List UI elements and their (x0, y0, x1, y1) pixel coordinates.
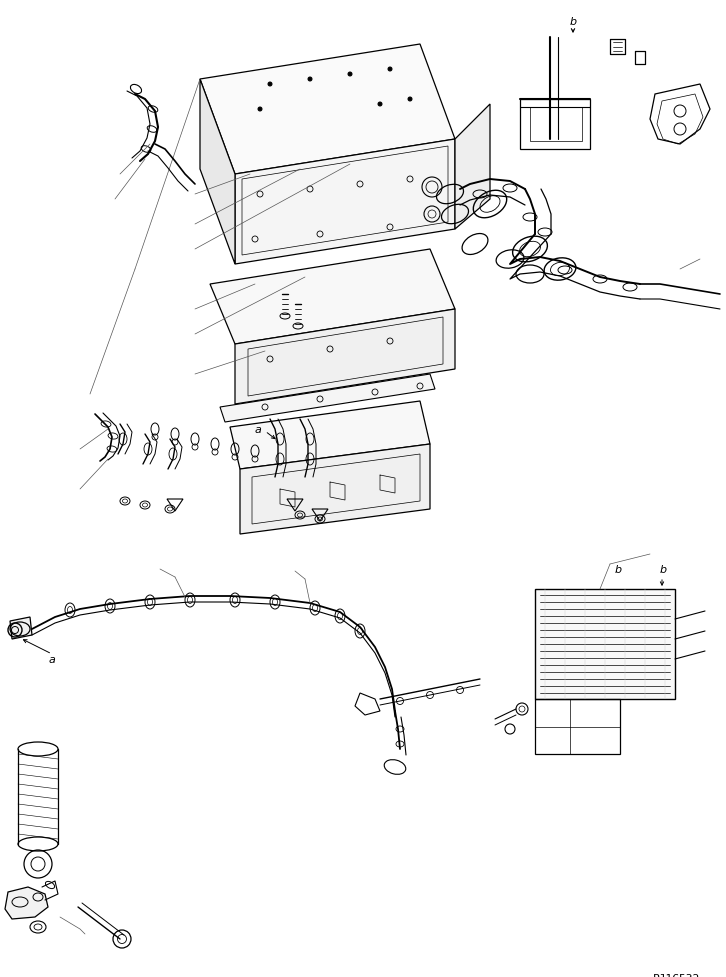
Text: b: b (660, 565, 667, 574)
Polygon shape (220, 374, 435, 423)
Circle shape (378, 103, 382, 106)
Ellipse shape (68, 607, 73, 614)
Ellipse shape (232, 597, 237, 604)
Polygon shape (5, 887, 48, 919)
Polygon shape (240, 445, 430, 534)
Ellipse shape (338, 613, 343, 619)
Ellipse shape (312, 605, 317, 612)
Text: b: b (569, 17, 576, 27)
Text: b: b (614, 565, 621, 574)
Ellipse shape (187, 597, 192, 604)
Circle shape (348, 73, 352, 77)
Ellipse shape (147, 599, 152, 606)
Polygon shape (235, 310, 455, 404)
Ellipse shape (107, 603, 113, 610)
Ellipse shape (272, 599, 277, 606)
Polygon shape (200, 80, 235, 265)
Polygon shape (230, 402, 430, 470)
Polygon shape (455, 105, 490, 230)
Circle shape (408, 98, 412, 102)
Polygon shape (200, 45, 455, 175)
Polygon shape (210, 250, 455, 345)
Text: a: a (255, 425, 261, 435)
Polygon shape (535, 589, 675, 700)
Circle shape (308, 78, 312, 82)
Circle shape (258, 107, 262, 112)
Polygon shape (10, 617, 32, 639)
Circle shape (388, 68, 392, 72)
Polygon shape (235, 140, 455, 265)
Text: a: a (49, 655, 55, 664)
Text: PJ1C532: PJ1C532 (653, 973, 700, 977)
Circle shape (268, 83, 272, 87)
Ellipse shape (357, 628, 362, 635)
